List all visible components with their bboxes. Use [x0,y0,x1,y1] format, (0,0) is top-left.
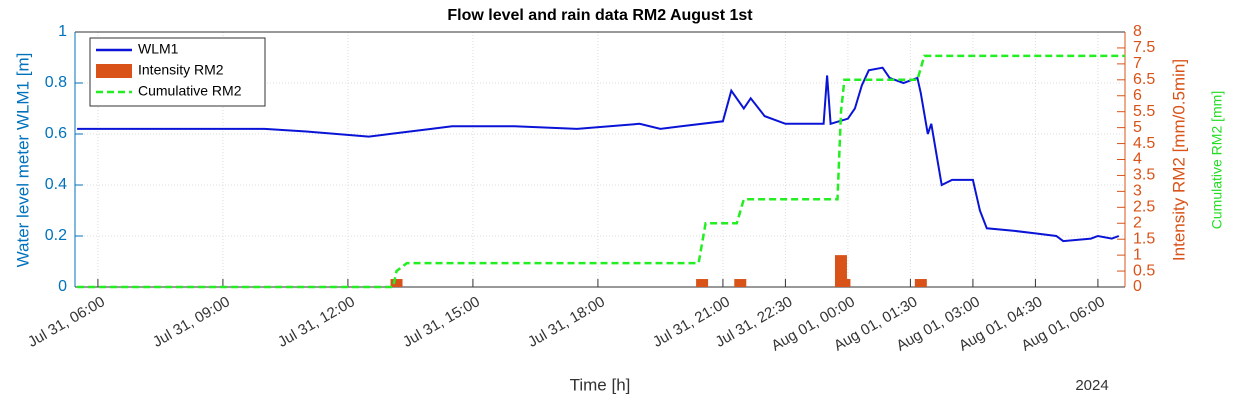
bar [914,279,927,287]
y2-tick-label: 3.5 [1133,167,1155,184]
cumulative-line [77,54,1125,289]
y2-axis-label: Intensity RM2 [mm/0.5min] [1169,59,1188,261]
y3-axis-label: Cumulative RM2 [mm] [1209,91,1225,229]
bar [696,279,709,287]
y2-tick-label: 5 [1133,119,1142,136]
x-tick-label: Jul 31, 18:00 [525,293,608,351]
y2-tick-label: 1 [1133,246,1142,263]
data-line [77,66,1120,243]
y2-tick-label: 1.5 [1133,230,1155,247]
legend-label: Intensity RM2 [138,62,224,78]
legend: WLM1 Intensity RM2 Cumulative RM2 [89,37,266,107]
y2-tick-label: 6 [1133,87,1142,104]
y2-tick-label: 8 [1133,23,1142,40]
y2-tick-label: 3 [1133,183,1142,200]
bar [390,279,403,287]
legend-label: Cumulative RM2 [138,83,242,99]
legend-label: WLM1 [138,41,179,57]
bar [838,279,851,287]
y2-tick-label: 0.5 [1133,262,1155,279]
y2-tick-label: 2 [1133,214,1142,231]
y-tick-label: 0.2 [45,227,67,244]
x-tick-label: Jul 31, 15:00 [400,293,483,351]
y2-tick-label: 7.5 [1133,39,1155,56]
y-tick-label: 0.8 [45,74,67,91]
x-axis-label: Time [h] [570,375,631,394]
y-tick-label: 0 [58,278,67,295]
y2-tick-label: 4.5 [1133,135,1155,152]
x-tick-label: Jul 31, 06:00 [25,293,108,351]
y2-tick-label: 2.5 [1133,199,1155,216]
y2-tick-label: 5.5 [1133,103,1155,120]
y-tick-label: 0.4 [45,176,67,193]
x-axis-secondary-label: 2024 [1075,377,1108,394]
y2-tick-label: 6.5 [1133,71,1155,88]
x-tick-label: Jul 31, 12:00 [275,293,358,351]
y2-tick-label: 7 [1133,55,1142,72]
y2-tick-label: 0 [1133,278,1142,295]
y-tick-label: 0.6 [45,125,67,142]
x-tick-label: Jul 31, 09:00 [150,293,233,351]
bar [734,279,747,287]
legend-swatch [96,64,132,78]
y-tick-label: 1 [58,23,67,40]
chart-title: Flow level and rain data RM2 August 1st [447,7,753,24]
y-axis-label: Water level meter WLM1 [m] [13,53,32,268]
y2-tick-label: 4 [1133,151,1142,168]
